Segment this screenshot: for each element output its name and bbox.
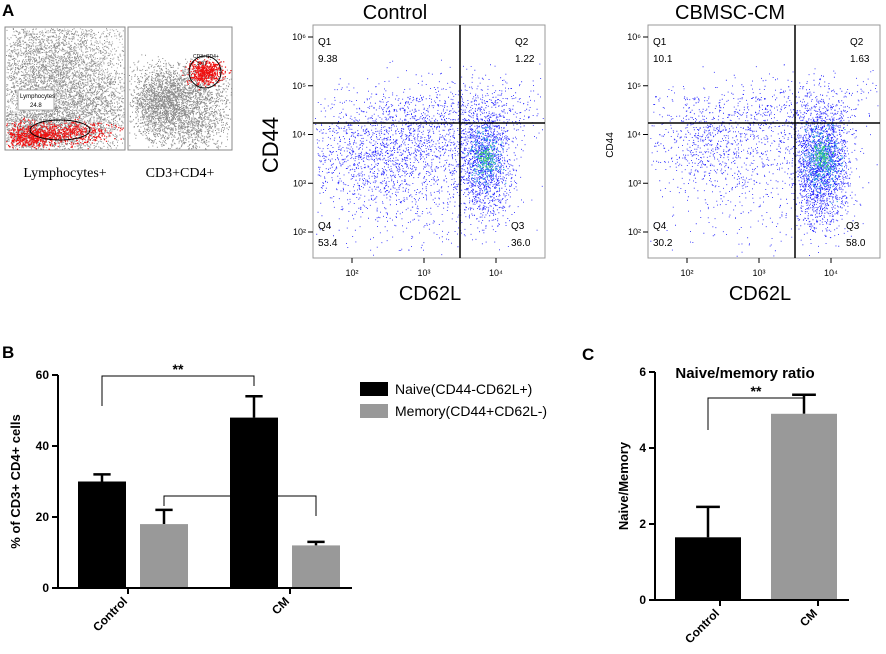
y-tick-label: 10⁴ (627, 130, 641, 140)
plot-frame (312, 24, 546, 259)
legend-swatch (360, 404, 388, 418)
legend-swatch (360, 382, 388, 396)
gate-label-box (17, 89, 55, 111)
density-cloud (129, 54, 232, 150)
significance-bracket (707, 397, 805, 430)
x-tick-label: CM (797, 606, 820, 629)
chart-title: Naive/memory ratio (675, 365, 814, 382)
significance-bracket (101, 375, 255, 406)
density-cloud (180, 57, 232, 91)
quadrant-value: 1.22 (515, 54, 535, 65)
y-tick-label: 0 (42, 581, 49, 595)
significance-bracket (163, 495, 317, 516)
x-tick-label: 10⁴ (824, 268, 838, 278)
quadrant-value: 58.0 (846, 238, 866, 249)
y-axis-label: % of CD3+ CD4+ cells (8, 414, 23, 548)
y-tick-label: 10⁵ (292, 81, 306, 91)
dot-cloud (812, 136, 834, 175)
y-tick-label: 4 (639, 441, 646, 455)
legend-label: Naive(CD44-CD62L+) (395, 381, 532, 397)
bar (230, 417, 278, 588)
x-tick-label: 10⁴ (489, 268, 503, 278)
x-tick-label: CM (269, 594, 292, 617)
panel-label: A (2, 1, 14, 20)
significance-label: ** (751, 383, 762, 399)
y-tick-label: 10⁶ (292, 32, 306, 42)
quadrant-name: Q3 (511, 221, 525, 232)
dot-cloud (475, 144, 495, 174)
quadrant-name: Q3 (846, 221, 860, 232)
bar (140, 524, 188, 588)
bar (771, 413, 837, 600)
quadrant-name: Q2 (515, 37, 529, 48)
x-axis-label: CD62L (399, 283, 461, 305)
y-axis-label: Naive/Memory (616, 441, 631, 530)
y-tick-label: 0 (639, 593, 646, 607)
x-tick-label: Control (682, 606, 722, 646)
quadrant-name: Q4 (318, 221, 332, 232)
y-tick-label: 2 (639, 517, 646, 531)
y-tick-label: 10³ (293, 178, 306, 188)
y-axis-label: CD44 (605, 132, 616, 158)
panel-label: B (2, 343, 14, 362)
quadrant-value: 1.63 (850, 54, 870, 65)
quadrant-value: 30.2 (653, 238, 673, 249)
y-tick-label: 10⁴ (292, 130, 306, 140)
density-cloud (6, 28, 125, 150)
plot-title: CBMSC-CM (675, 2, 785, 24)
dot-cloud (464, 126, 507, 197)
dot-cloud (315, 59, 544, 256)
gate-name: CD3+CD4+ (193, 54, 219, 60)
y-tick-label: 40 (36, 439, 50, 453)
quadrant-name: Q2 (850, 37, 864, 48)
quadrant-value: 36.0 (511, 238, 531, 249)
gate-caption: Lymphocytes+ (23, 166, 106, 181)
significance-label: ** (173, 361, 184, 377)
y-tick-label: 60 (36, 368, 50, 382)
gate (188, 55, 222, 89)
y-tick-label: 20 (36, 510, 50, 524)
panel-label: C (582, 345, 594, 364)
y-tick-label: 10² (293, 227, 306, 237)
quadrant-name: Q1 (653, 37, 667, 48)
gate-caption: CD3+CD4+ (146, 166, 215, 181)
quadrant-name: Q1 (318, 37, 332, 48)
plot-title: Control (363, 2, 427, 24)
x-tick-label: 10³ (417, 268, 430, 278)
x-tick-label: 10² (680, 268, 693, 278)
quadrant-name: Q4 (653, 221, 667, 232)
y-tick-label: 10⁶ (627, 32, 641, 42)
x-tick-label: Control (90, 594, 130, 634)
quadrant-value: 9.38 (318, 54, 338, 65)
gate-value: 5.07 (197, 61, 207, 67)
quadrant-value: 10.1 (653, 54, 673, 65)
legend-label: Memory(CD44+CD62L-) (395, 403, 547, 419)
x-tick-label: 10² (345, 268, 358, 278)
gate-name: Lymphocytes (20, 94, 55, 100)
y-axis-label: CD44 (258, 117, 283, 173)
gate (29, 119, 91, 141)
y-tick-label: 10³ (628, 178, 641, 188)
y-tick-label: 10⁵ (627, 81, 641, 91)
significance-label: * (237, 481, 243, 497)
y-tick-label: 10² (628, 227, 641, 237)
gate-value: 24.8 (30, 103, 42, 109)
quadrant-value: 53.4 (318, 238, 338, 249)
bar (78, 481, 126, 588)
x-tick-label: 10³ (752, 268, 765, 278)
bar (675, 537, 741, 600)
density-cloud (6, 116, 124, 150)
x-axis-label: CD62L (729, 283, 791, 305)
bar (292, 545, 340, 588)
y-tick-label: 6 (639, 365, 646, 379)
plot-frame (647, 24, 881, 259)
